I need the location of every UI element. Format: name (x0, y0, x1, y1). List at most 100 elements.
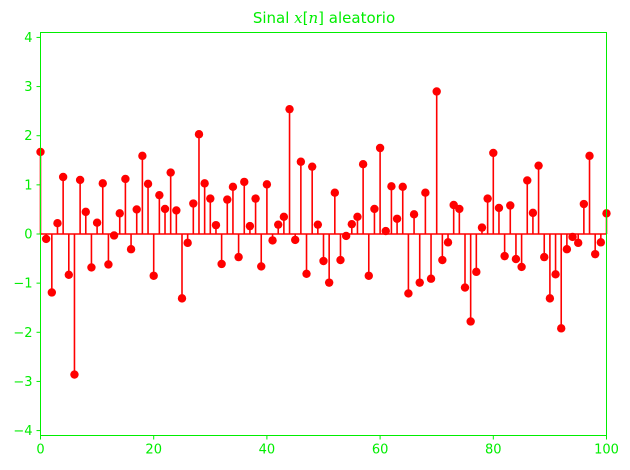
stem-marker (53, 218, 62, 228)
stem-marker (421, 188, 430, 197)
stem-marker (590, 249, 600, 259)
stem-marker (211, 220, 221, 230)
stem-marker (426, 274, 436, 283)
stem-marker (194, 130, 204, 139)
stem-marker (47, 288, 57, 297)
y-tick-label: 4 (24, 31, 32, 46)
stem-marker (189, 199, 198, 208)
stem-marker (585, 151, 594, 161)
stem-marker (500, 251, 509, 261)
x-tick-label: 40 (259, 443, 276, 458)
x-tick-label: 0 (36, 443, 44, 458)
stem-marker (415, 278, 424, 287)
stem-marker (398, 182, 407, 192)
stem-marker (160, 204, 170, 214)
stem-marker (375, 143, 385, 153)
stem-marker (466, 317, 475, 326)
stem-marker (438, 255, 447, 265)
y-tick-label: 0 (24, 228, 32, 243)
stem-marker (528, 208, 538, 218)
stem-marker (149, 271, 158, 280)
stem-marker (223, 195, 232, 204)
stem-marker (364, 271, 373, 280)
stem-marker (291, 235, 300, 245)
stem-marker (506, 201, 515, 210)
stem-marker (183, 238, 192, 248)
stem-marker (523, 176, 532, 185)
stem-marker (121, 174, 130, 184)
stem-marker (545, 294, 555, 303)
stem-marker (562, 245, 572, 254)
stem-marker (392, 214, 402, 223)
stem-marker (155, 190, 164, 200)
stem-marker (330, 188, 340, 197)
x-tick-label: 80 (485, 443, 502, 458)
x-tick-label: 100 (594, 443, 619, 458)
stem-marker (81, 207, 90, 217)
stem-marker (307, 162, 317, 171)
stem-marker (251, 194, 260, 203)
stem-marker (200, 179, 209, 188)
stem-marker (217, 259, 226, 269)
chart-title-suffix: aleatorio (324, 9, 395, 27)
stem-marker (557, 324, 566, 333)
stem-marker (483, 194, 492, 203)
stem-marker (387, 182, 396, 191)
stem-marker (268, 236, 277, 245)
stem-marker (574, 238, 583, 248)
chart-title-prefix: Sinal (253, 9, 294, 27)
stem-marker (324, 278, 334, 287)
stem-marker (358, 160, 368, 169)
stem-marker (87, 263, 96, 272)
stem-marker (409, 210, 419, 219)
y-tick-label: −1 (13, 277, 32, 292)
x-tick-label: 20 (145, 443, 162, 458)
stem-marker (92, 218, 102, 227)
stem-marker (302, 269, 311, 279)
stem-marker (551, 270, 560, 279)
stem-marker (75, 175, 85, 185)
stem-marker (596, 238, 606, 247)
y-tick-label: 2 (24, 129, 32, 144)
stem-marker (432, 87, 441, 96)
stem-marker (455, 204, 464, 214)
stem-marker (98, 179, 107, 188)
stem-marker (494, 203, 504, 213)
y-tick-label: 1 (24, 178, 32, 193)
stem-marker (568, 232, 577, 242)
chart-title-open: [ (303, 9, 309, 27)
stem-marker (534, 161, 543, 170)
stem-marker (172, 206, 181, 215)
stem-marker (70, 370, 79, 379)
stem-marker (143, 179, 153, 189)
stem-marker (166, 168, 175, 177)
stem-marker (177, 294, 187, 303)
stem-marker (296, 157, 306, 166)
stem-marker (206, 194, 215, 203)
stem-marker (347, 219, 356, 229)
stem-marker (274, 220, 283, 229)
stem-marker (370, 204, 379, 214)
stem-marker (489, 148, 498, 158)
stem-marker (132, 205, 141, 214)
stem-marker (353, 212, 362, 221)
stem-marker (64, 270, 74, 279)
y-tick-label: −2 (13, 326, 32, 341)
chart-title-var: x (294, 9, 303, 27)
stem-marker (104, 260, 113, 269)
stem-marker (313, 220, 323, 229)
stem-marker (540, 252, 549, 262)
stem-marker (460, 283, 470, 292)
stem-marker (58, 172, 68, 182)
stem-marker (245, 221, 255, 231)
stem-marker (257, 262, 266, 271)
stem-marker (319, 256, 328, 266)
stem-marker (477, 223, 487, 232)
stem-marker (511, 254, 521, 264)
stem-marker (517, 262, 526, 272)
stem-marker (228, 182, 238, 192)
stem-marker (336, 255, 345, 265)
stem-marker (126, 245, 136, 254)
stem-marker (279, 212, 289, 221)
chart-title-index: n (309, 9, 319, 27)
